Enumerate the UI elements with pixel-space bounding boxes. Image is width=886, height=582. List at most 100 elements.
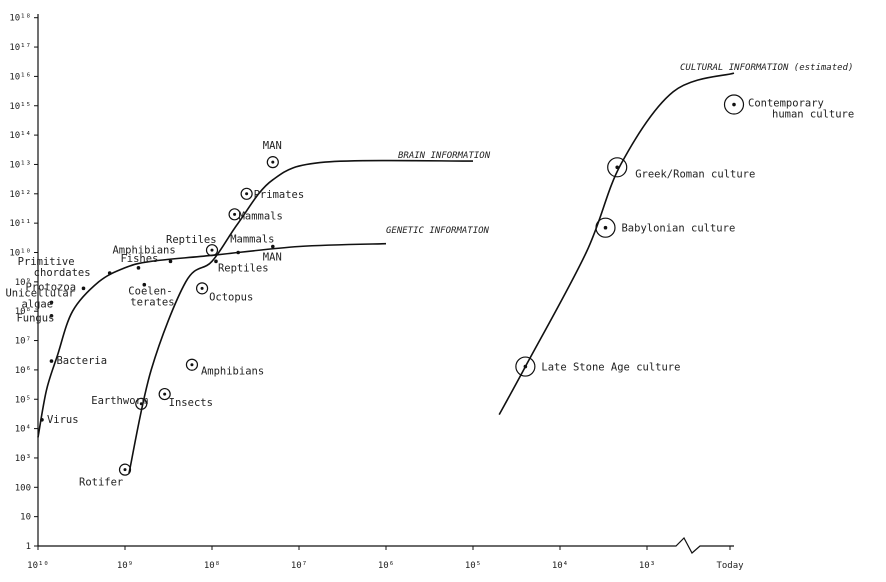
y-tick-label: 10¹¹ [9,219,31,229]
data-point-ring [185,358,199,371]
point-label-line: Unicellular [5,287,75,299]
culture-point-center [603,225,608,230]
point-label-line: Contemporary [748,98,824,110]
data-point [142,282,147,287]
point-label: Babylonian culture [621,223,735,235]
y-tick-label: 10¹⁶ [9,72,31,82]
point-label-line: chordates [34,267,91,279]
data-point-ring [266,156,279,169]
y-tick-label: 10¹³ [9,160,31,170]
point-label: Octopus [209,291,253,303]
point-label: Mammals [230,234,274,246]
data-point [271,244,275,249]
y-tick-label: 1 [26,542,31,552]
point-label-line: Coelen- [128,286,172,298]
genetic-title: GENETIC INFORMATION [386,226,490,236]
data-point-ring [228,208,241,221]
point-label: Late Stone Age culture [541,362,680,374]
curves [37,72,735,474]
point-label: Virus [47,414,79,426]
x-tick-label: 10⁶ [378,561,394,571]
y-tick-label: 10⁶ [15,366,31,376]
x-axis [38,537,734,554]
point-label: Amphibians [112,244,175,256]
data-point-center [245,192,249,196]
point-label-line: algae [21,298,53,310]
data-point-center [123,468,127,472]
y-tick-label: 100 [15,483,31,493]
x-tick-labels: 10¹⁰ 10⁹ 10⁸ 10⁷ 10⁶ 10⁵ 10⁴ 10³ Today [27,546,744,571]
brain-title: BRAIN INFORMATION [398,151,491,161]
markers [40,94,745,476]
y-tick-label: 10¹⁸ [9,14,31,24]
point-label: MAN [263,252,282,264]
y-tick-labels: 1 10 100 10³ 10⁴ 10⁵ 10⁶ 10⁷ 10⁸ 10⁹ 10¹⁰ 10¹¹ 10¹² 1… [9,14,38,552]
point-label: Primates [254,189,305,201]
data-point [107,271,112,275]
data-point [236,250,240,255]
point-label: Primitive chordates [18,256,91,279]
point-label-line: terates [130,297,174,309]
culture-point-ring [607,157,628,178]
data-point-center [190,363,194,367]
point-label: Earthworm [91,395,148,407]
point-label-line: Primitive [18,256,75,268]
data-point-center [200,286,204,290]
data-point [214,259,218,264]
data-point-ring [158,387,171,401]
data-point-center [139,402,143,406]
x-tick-label: 10¹⁰ [27,561,49,571]
x-tick-label: 10⁸ [204,561,220,571]
culture-point-ring [515,356,536,377]
x-tick-label: 10⁵ [465,561,481,571]
y-tick-label: 10⁸ [15,307,31,317]
y-tick-label: 10⁵ [15,395,31,405]
point-label: Contemporary human culture [748,98,854,121]
culture-point-center [732,102,736,107]
y-tick-label: 10 [20,513,31,523]
y-tick-label: 10¹⁴ [9,131,31,141]
data-point [40,417,44,422]
data-point [81,286,86,291]
cultural-title: CULTURAL INFORMATION (estimated) [680,63,853,73]
x-tick-label: Today [716,561,744,571]
data-point [136,266,141,270]
y-tick-label: 10⁷ [15,337,31,347]
point-label: Fishes [120,253,158,265]
x-tick-label: 10⁴ [552,561,568,571]
data-point-ring [240,187,253,200]
data-point-ring [195,282,209,295]
y-tick-label: 10¹⁵ [9,102,31,112]
data-point-center [210,248,214,252]
data-point-center [233,212,237,216]
brain-curve [128,159,474,474]
y-tick-label: 10¹⁷ [9,43,31,53]
data-point-ring [205,244,219,257]
x-tick-label: 10⁹ [117,561,133,571]
y-tick-label: 10³ [15,454,31,464]
point-label: Mammals [239,210,283,222]
point-label: Greek/Roman culture [635,168,755,180]
point-label: Bacteria [56,355,107,367]
y-tick-label: 10¹⁰ [9,249,31,259]
genetic-curve [37,242,387,438]
point-label: Reptiles [166,234,217,246]
point-label: Insects [169,397,213,409]
y-tick-label: 10⁹ [15,278,31,288]
culture-point-center [523,364,528,369]
point-label: MAN [263,140,282,152]
x-tick-label: 10⁷ [291,561,307,571]
culture-point-ring [723,94,745,115]
y-tick-label: 10¹² [9,190,31,200]
point-label: Amphibians [201,366,264,378]
point-label: Coelen-terates [128,286,174,309]
point-label-line: human culture [772,109,854,121]
point-label: Fungus [16,313,54,325]
y-tick-label: 10⁴ [15,425,31,435]
data-point [49,359,54,363]
data-point-ring [135,397,148,410]
culture-point-ring [595,217,616,238]
data-point [168,259,173,264]
data-point-center [163,392,167,396]
